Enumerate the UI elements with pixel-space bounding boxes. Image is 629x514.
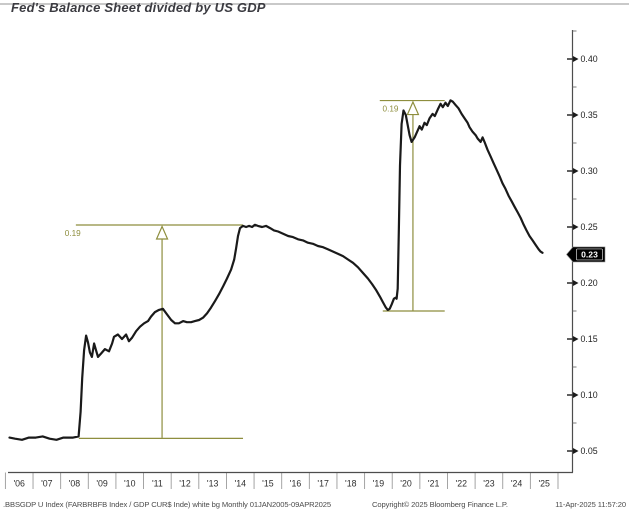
y-axis-tick-label: 0.40 [581, 54, 598, 64]
x-axis-tick-label: '16 [290, 479, 302, 489]
x-axis-tick-label: '22 [456, 479, 468, 489]
y-axis-tick-label: 0.20 [581, 278, 598, 288]
series [8, 99, 544, 441]
y-axis-tick-marker [573, 168, 579, 174]
annotation-arrowhead-icon [155, 224, 169, 240]
x-axis-tick-label: '11 [152, 479, 163, 489]
last-price-tag-icon [566, 246, 606, 263]
x-axis-tick-label: '23 [483, 479, 495, 489]
annotation-arrowhead-icon [406, 100, 420, 116]
annotation-2: 0.19 [379, 99, 445, 312]
y-axis-tick-label: 0.30 [581, 166, 598, 176]
x-axis-tick-label: '13 [207, 479, 219, 489]
x-axis-tick-label: '07 [41, 479, 53, 489]
last-price-badge: 0.23 [566, 246, 606, 263]
footer-copyright: Copyright© 2025 Bloomberg Finance L.P. [372, 500, 508, 509]
footer-ticker-info: .BBSGDP U Index (FARBRBFB Index / GDP CU… [3, 500, 332, 509]
annotation-1: 0.19 [65, 224, 244, 439]
annotation-value-label: 0.19 [383, 105, 399, 114]
x-axis-tick-label: '21 [428, 479, 440, 489]
x-axis-tick-label: '18 [345, 479, 357, 489]
footer-timestamp: 11-Apr-2025 11:57:20 [555, 500, 626, 509]
x-axis-tick-label: '15 [262, 479, 274, 489]
x-axis-tick-label: '10 [124, 479, 136, 489]
y-axis-tick-label: 0.10 [581, 390, 598, 400]
x-axis-tick-label: '06 [13, 479, 25, 489]
x-axis-tick-label: '20 [400, 479, 412, 489]
top-border-line [0, 3, 629, 5]
x-axis: '06 '07 '08 '09 '10 '11 '12 '13 '14 '15 '16 '17 '18 '… [4, 471, 573, 489]
last-price-tag-border [576, 248, 603, 261]
x-axis-tick-label: '09 [96, 479, 108, 489]
x-axis-tick-label: '25 [538, 479, 550, 489]
y-axis-tick-marker [573, 336, 579, 342]
y-axis-tick-marker [573, 112, 579, 118]
y-axis-tick-label: 0.05 [581, 446, 598, 456]
last-price-label: 0.23 [581, 250, 598, 260]
balance-sheet-gdp-line [8, 99, 544, 441]
chart-footer: .BBSGDP U Index (FARBRBFB Index / GDP CU… [0, 498, 629, 512]
y-axis-tick-label: 0.35 [581, 110, 598, 120]
x-axis-tick-label: '14 [235, 479, 247, 489]
y-axis-tick-marker [573, 56, 579, 62]
x-axis-tick-label: '08 [69, 479, 81, 489]
y-axis-tick-label: 0.15 [581, 334, 598, 344]
y-axis-tick-marker [573, 392, 579, 398]
y-axis-tick-marker [573, 448, 579, 454]
x-axis-tick-label: '12 [179, 479, 191, 489]
y-axis-tick-label: 0.25 [581, 222, 598, 232]
annotation-value-label: 0.19 [65, 229, 81, 238]
x-axis-tick-label: '19 [373, 479, 385, 489]
x-axis-tick-label: '17 [317, 479, 329, 489]
chart-title: Fed's Balance Sheet divided by US GDP [11, 0, 266, 15]
y-axis-tick-marker [573, 280, 579, 286]
x-axis-tick-label: '24 [511, 479, 523, 489]
y-axis-tick-marker [573, 224, 579, 230]
